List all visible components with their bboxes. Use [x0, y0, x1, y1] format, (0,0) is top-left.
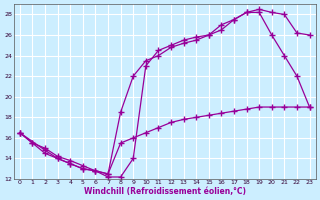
- X-axis label: Windchill (Refroidissement éolien,°C): Windchill (Refroidissement éolien,°C): [84, 187, 246, 196]
